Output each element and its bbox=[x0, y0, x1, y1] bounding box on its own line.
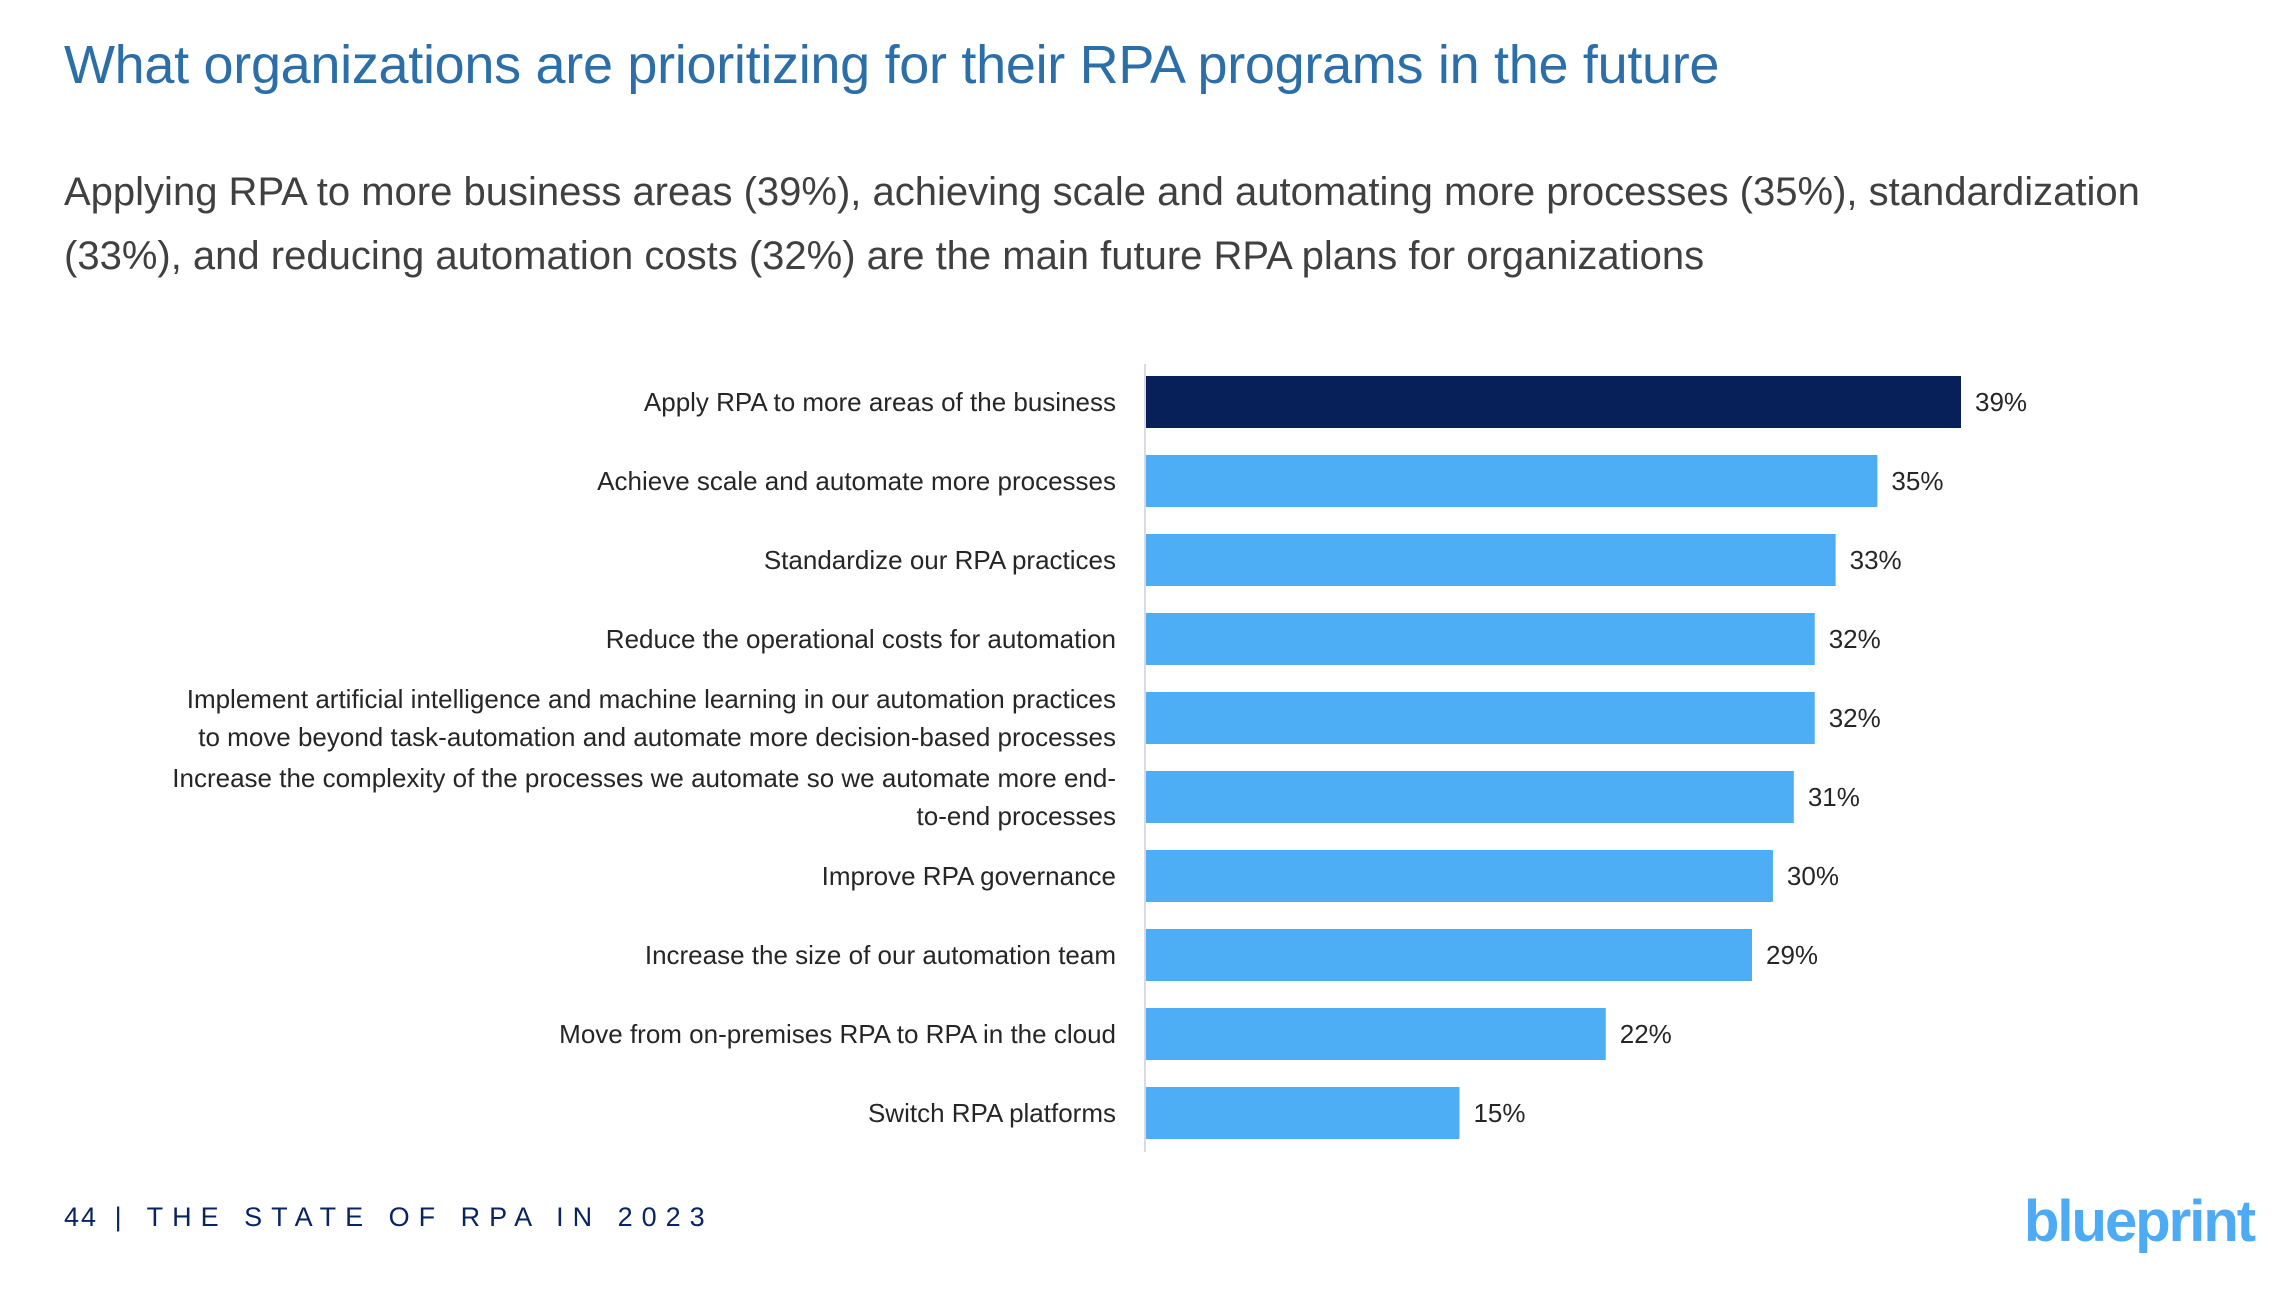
data-label: 39% bbox=[1975, 387, 2027, 417]
data-label: 30% bbox=[1787, 861, 1839, 891]
page-number: 44 bbox=[64, 1202, 99, 1232]
category-label: Increase the complexity of the processes… bbox=[172, 763, 1116, 793]
data-label: 15% bbox=[1473, 1098, 1525, 1128]
category-label: to move beyond task-automation and autom… bbox=[198, 722, 1116, 752]
category-label: Reduce the operational costs for automat… bbox=[606, 624, 1116, 654]
bar bbox=[1146, 534, 1836, 586]
category-label: Switch RPA platforms bbox=[868, 1098, 1116, 1128]
category-label: Improve RPA governance bbox=[822, 861, 1116, 891]
data-label: 35% bbox=[1891, 466, 1943, 496]
category-label: to-end processes bbox=[917, 801, 1116, 831]
bar bbox=[1146, 376, 1961, 428]
page-title: What organizations are prioritizing for … bbox=[64, 35, 1720, 95]
category-label: Standardize our RPA practices bbox=[764, 545, 1116, 575]
blueprint-logo: blueprint bbox=[2024, 1189, 2256, 1254]
data-label: 29% bbox=[1766, 940, 1818, 970]
footer-separator: | bbox=[114, 1202, 131, 1232]
bar bbox=[1146, 1087, 1460, 1139]
bar bbox=[1146, 850, 1773, 902]
data-label: 31% bbox=[1808, 782, 1860, 812]
category-label: Implement artificial intelligence and ma… bbox=[187, 684, 1116, 714]
report-title: THE STATE OF RPA IN 2023 bbox=[146, 1202, 714, 1232]
category-label: Apply RPA to more areas of the business bbox=[644, 387, 1116, 417]
data-label: 32% bbox=[1829, 624, 1881, 654]
bar bbox=[1146, 771, 1794, 823]
bar bbox=[1146, 692, 1815, 744]
category-label: Achieve scale and automate more processe… bbox=[597, 466, 1116, 496]
page-subtitle: Applying RPA to more business areas (39%… bbox=[64, 170, 2140, 278]
bar bbox=[1146, 455, 1878, 507]
bar bbox=[1146, 1008, 1606, 1060]
bar bbox=[1146, 929, 1753, 981]
bar bbox=[1146, 613, 1815, 665]
footer: 44 | THE STATE OF RPA IN 2023 bbox=[64, 1202, 714, 1233]
category-label: Move from on-premises RPA to RPA in the … bbox=[559, 1019, 1116, 1049]
data-label: 32% bbox=[1829, 703, 1881, 733]
data-label: 22% bbox=[1620, 1019, 1672, 1049]
data-label: 33% bbox=[1850, 545, 1902, 575]
category-label: Increase the size of our automation team bbox=[645, 940, 1116, 970]
